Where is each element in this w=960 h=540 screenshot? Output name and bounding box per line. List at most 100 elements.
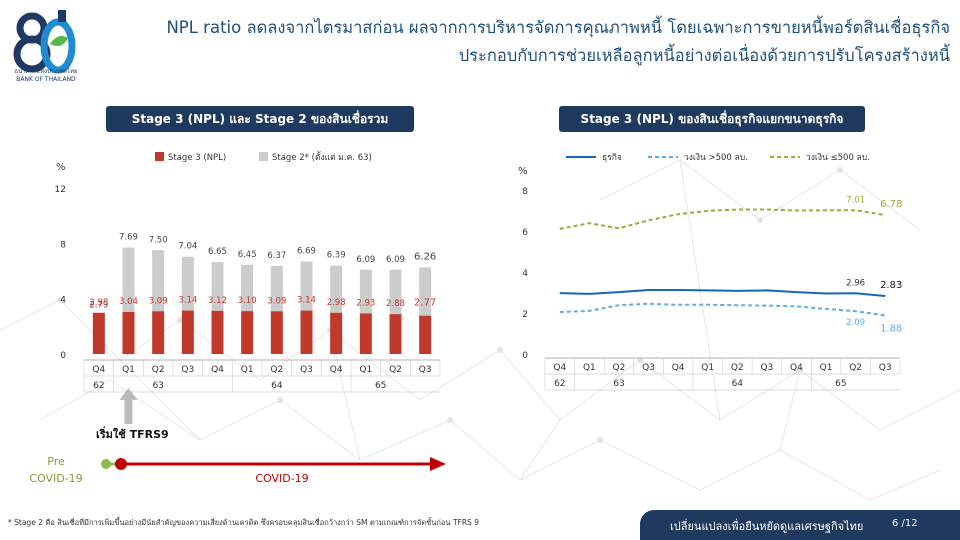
series-line [559, 289, 886, 297]
legend-swatch-stage3 [155, 152, 164, 161]
data-label-stage2: 6.37 [267, 251, 286, 261]
y-axis-unit: % [56, 162, 66, 173]
x-tick-label: Q3 [181, 365, 194, 375]
legend-label-stage2: Stage 2* (ตั้งแต่ ม.ค. 63) [272, 151, 372, 163]
data-label-stage2: 6.26 [414, 251, 436, 262]
data-label-series: 2.96 [846, 278, 865, 288]
page-number: 6 /12 [892, 518, 918, 529]
x-tick-label: Q2 [152, 365, 165, 375]
bar-stage3 [122, 311, 135, 354]
data-label-stage2: 2.79 [89, 300, 108, 310]
data-label-stage2: 6.65 [208, 247, 227, 257]
bar-stage2 [181, 256, 194, 311]
tfrs9-arrow [119, 388, 138, 424]
data-label-series: 1.88 [880, 323, 902, 334]
x-tick-label: Q3 [760, 363, 773, 373]
bar-stage3 [419, 315, 432, 354]
data-label-stage3: 2.88 [386, 299, 405, 309]
data-label-stage3: 3.14 [297, 296, 316, 306]
data-label-series: 6.78 [880, 199, 902, 210]
covid-timeline-arrowhead [430, 457, 446, 471]
page-headline: NPL ratio ลดลงจากไตรมาสก่อน ผลจากการบริห… [110, 14, 950, 70]
x-tick-label: Q4 [790, 363, 803, 373]
bar-stage3 [270, 311, 283, 354]
data-label-series: 2.83 [880, 280, 902, 291]
bar-stage2 [122, 247, 135, 312]
footnote: * Stage 2 คือ สินเชื่อที่มีการเพิ่มขึ้นอ… [8, 518, 479, 527]
x-tick-label: Q2 [270, 365, 283, 375]
x-tick-label: Q2 [849, 363, 862, 373]
x-year-label: 64 [271, 381, 283, 391]
logo-caption: ธนาคารแห่งประเทศไทย BANK OF THAILAND [6, 68, 86, 84]
x-year-label: 63 [152, 381, 163, 391]
bar-stage2 [270, 265, 283, 312]
x-tick-label: Q1 [820, 363, 833, 373]
bar-stage2 [300, 261, 313, 311]
y-tick-label: 4 [522, 269, 528, 279]
legend-swatch-stage2 [259, 152, 268, 161]
data-label-stage2: 6.45 [238, 250, 257, 260]
x-tick-label: Q4 [330, 365, 343, 375]
covid-label: COVID-19 [255, 472, 308, 485]
x-tick-label: Q1 [583, 363, 596, 373]
x-year-label: 63 [613, 379, 624, 389]
logo-text-en: BANK OF THAILAND [16, 76, 76, 83]
data-label-stage2: 6.09 [386, 255, 405, 265]
legend-label-stage3: Stage 3 (NPL) [168, 153, 226, 163]
pre-covid-label-line2: COVID-19 [29, 472, 82, 485]
x-year-label: 64 [732, 379, 744, 389]
chart2-title: Stage 3 (NPL) ของสินเชื่อธุรกิจแยกขนาดธุ… [559, 106, 865, 132]
headline-line-2: ประกอบกับการช่วยเหลือลูกหนี้อย่างต่อเนื่… [458, 46, 950, 65]
bar-stage3 [92, 312, 105, 354]
data-label-stage2: 7.04 [178, 242, 197, 252]
y-tick-label: 4 [60, 296, 66, 306]
y-tick-label: 0 [522, 351, 528, 361]
data-label-series: 2.09 [846, 318, 865, 328]
data-label-stage3: 3.09 [267, 296, 286, 306]
y-tick-label: 2 [522, 310, 528, 320]
data-label-series: 7.01 [846, 195, 865, 205]
data-label-stage2: 7.69 [119, 233, 138, 243]
x-year-label: 62 [93, 381, 104, 391]
x-tick-label: Q2 [389, 365, 402, 375]
x-tick-label: Q3 [300, 365, 313, 375]
y-tick-label: 6 [522, 228, 528, 238]
x-tick-label: Q2 [731, 363, 744, 373]
data-label-stage3: 2.98 [89, 298, 108, 308]
data-label-stage3: 3.12 [208, 296, 227, 306]
data-label-stage3: 2.77 [414, 298, 436, 309]
data-label-stage3: 2.98 [327, 298, 346, 308]
bar-stage2 [359, 269, 372, 314]
series-line [559, 302, 886, 317]
x-tick-label: Q4 [211, 365, 224, 375]
legend-label-series: วงเงิน ≤500 ลบ. [806, 153, 870, 163]
series-line [559, 208, 886, 230]
bar-stage2 [389, 269, 402, 315]
footer-bar [640, 510, 960, 540]
tfrs9-annotation: เริ่มใช้ TFRS9 [96, 426, 169, 441]
data-label-stage3: 3.10 [238, 296, 257, 306]
logo-text-th: ธนาคารแห่งประเทศไทย [14, 68, 78, 75]
x-tick-label: Q1 [359, 365, 372, 375]
x-tick-label: Q1 [122, 365, 135, 375]
data-label-stage3: 3.14 [178, 296, 197, 306]
legend-label-series: ธุรกิจ [602, 153, 622, 163]
bar-stage3 [211, 310, 224, 354]
data-label-stage2: 6.39 [327, 251, 346, 261]
x-tick-label: Q4 [672, 363, 685, 373]
bar-stage3 [152, 311, 165, 354]
data-label-stage3: 3.04 [119, 297, 138, 307]
data-label-stage3: 2.93 [356, 298, 375, 308]
y-tick-label: 12 [55, 185, 66, 195]
x-tick-label: Q1 [241, 365, 254, 375]
pre-covid-label-line1: Pre [47, 455, 65, 468]
footer-slogan: เปลี่ยนแปลงเพื่อยืนหยัดดูแลเศรษฐกิจไทย [670, 520, 864, 533]
covid-start-dot [115, 458, 127, 470]
x-tick-label: Q2 [613, 363, 626, 373]
x-tick-label: Q3 [419, 365, 432, 375]
x-tick-label: Q4 [92, 365, 105, 375]
y-tick-label: 8 [60, 240, 66, 250]
